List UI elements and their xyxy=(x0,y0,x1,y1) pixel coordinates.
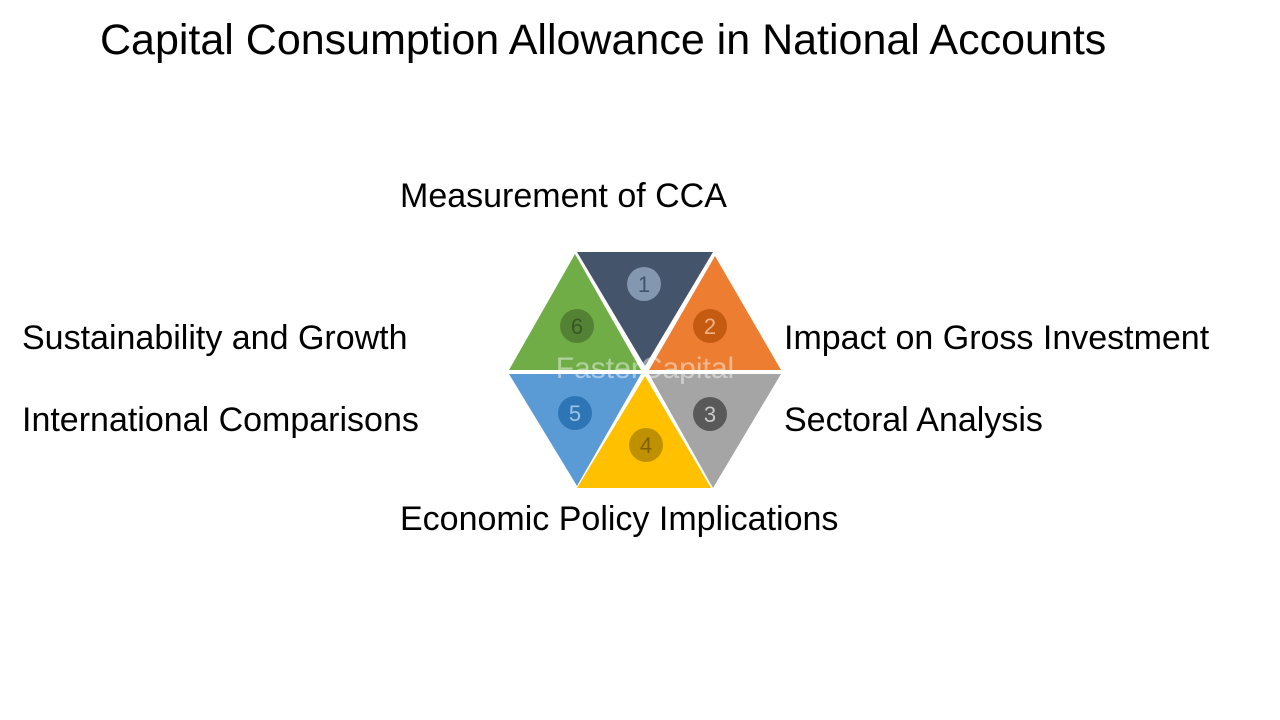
segment-1-triangle: 1 xyxy=(577,252,713,366)
segment-2-number-circle xyxy=(693,309,727,343)
segment-2-triangle: 2 xyxy=(649,256,781,370)
segment-4-number-circle xyxy=(629,428,663,462)
segment-3-triangle: 3 xyxy=(649,374,781,488)
segment-1-number-circle xyxy=(627,267,661,301)
segment-6-triangle: 6 xyxy=(509,254,641,370)
segment-4-triangle: 4 xyxy=(577,376,711,488)
hexagon-diagram: 1 2 3 4 5 xyxy=(500,244,790,496)
label-sectoral-analysis: Sectoral Analysis xyxy=(784,401,1043,439)
segment-6-number-circle xyxy=(560,309,594,343)
label-sustainability-and-growth: Sustainability and Growth xyxy=(22,319,408,357)
segment-1-number: 1 xyxy=(638,272,650,297)
segment-6-number: 6 xyxy=(571,314,583,339)
watermark-text: FasterCapital xyxy=(556,352,734,385)
label-international-comparisons: International Comparisons xyxy=(22,401,419,439)
segment-5-number-circle xyxy=(558,396,592,430)
segment-5-number: 5 xyxy=(569,401,581,426)
label-economic-policy-implications: Economic Policy Implications xyxy=(400,500,839,538)
segment-3-number-circle xyxy=(693,397,727,431)
label-impact-on-gross-investment: Impact on Gross Investment xyxy=(784,319,1210,357)
page-title: Capital Consumption Allowance in Nationa… xyxy=(100,16,1107,64)
segment-1-shape xyxy=(577,252,713,366)
segment-5-triangle: 5 xyxy=(509,374,641,486)
segment-2-number: 2 xyxy=(704,314,716,339)
segment-3-shape xyxy=(649,374,781,488)
label-measurement-of-cca: Measurement of CCA xyxy=(400,177,727,215)
segment-4-number: 4 xyxy=(640,433,652,458)
segment-3-number: 3 xyxy=(704,402,716,427)
